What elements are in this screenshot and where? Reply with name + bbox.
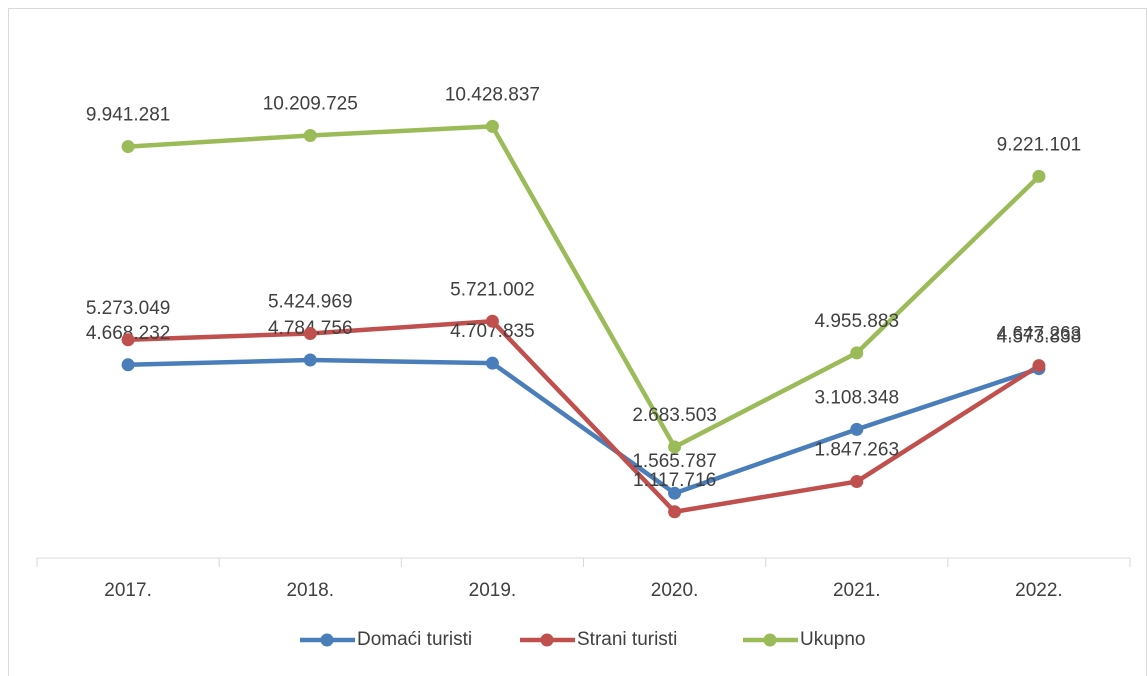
- data-point: [485, 314, 499, 328]
- x-tick-label: 2020.: [651, 580, 699, 601]
- data-label: 9.941.281: [86, 105, 171, 126]
- x-tick-label: 2021.: [833, 580, 881, 601]
- data-point: [303, 353, 317, 367]
- data-point: [121, 140, 135, 154]
- series-line: [127, 124, 1041, 450]
- data-point: [121, 358, 135, 372]
- data-label: 1.565.787: [632, 451, 717, 472]
- x-tick-label: 2019.: [469, 580, 517, 601]
- data-point: [668, 486, 682, 500]
- data-point: [850, 475, 864, 489]
- data-point: [485, 119, 499, 133]
- legend-label: Strani turisti: [577, 629, 677, 650]
- data-label: 5.721.002: [450, 279, 535, 300]
- data-label: 2.683.503: [632, 405, 717, 426]
- data-label: 10.428.837: [445, 84, 540, 105]
- x-tick-label: 2017.: [104, 580, 152, 601]
- x-tick-label: 2022.: [1015, 580, 1063, 601]
- data-label: 3.108.348: [814, 387, 899, 408]
- data-label: 9.221.101: [997, 134, 1082, 155]
- data-point: [303, 128, 317, 142]
- legend-marker: [320, 633, 334, 647]
- data-point: [1032, 359, 1046, 373]
- data-label: 5.424.969: [268, 292, 353, 313]
- data-point: [121, 333, 135, 347]
- data-label: 4.573.838: [997, 327, 1082, 348]
- legend-label: Ukupno: [800, 629, 866, 650]
- data-label: 1.117.716: [633, 470, 716, 491]
- data-label: 5.273.049: [86, 298, 171, 319]
- data-point: [485, 356, 499, 370]
- data-label: 10.209.725: [263, 93, 358, 114]
- data-point: [1032, 169, 1046, 183]
- legend-marker: [540, 633, 554, 647]
- series-line: [128, 318, 1041, 514]
- data-point: [303, 326, 317, 340]
- data-point: [668, 505, 682, 519]
- chart-frame: [8, 8, 1147, 676]
- data-point: [850, 422, 864, 436]
- data-point: [850, 346, 864, 360]
- series-line: [128, 357, 1040, 496]
- data-label: 4.955.883: [814, 311, 899, 332]
- legend-marker: [763, 633, 777, 647]
- x-tick-label: 2018.: [286, 580, 334, 601]
- legend-label: Domaći turisti: [357, 629, 472, 650]
- data-label: 4.647.263: [997, 324, 1082, 345]
- data-label: 1.847.263: [814, 440, 899, 461]
- data-label: 4.707.835: [450, 321, 535, 342]
- data-point: [668, 440, 682, 454]
